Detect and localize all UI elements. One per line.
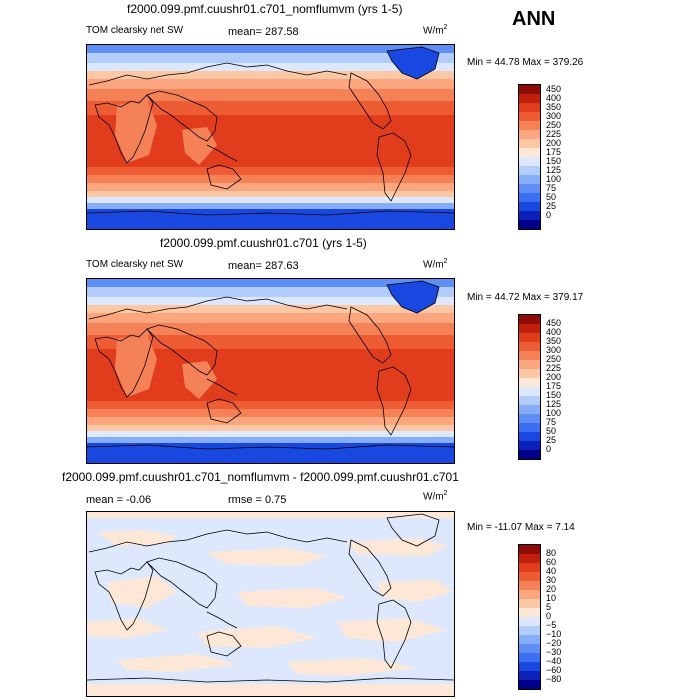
panel2-colorbar xyxy=(518,314,541,460)
panel2-cbar-label: 400 xyxy=(546,327,562,337)
panel3-title: f2000.099.pmf.cuushr01.c701_nomflumvm - … xyxy=(62,470,459,484)
panel2-map xyxy=(86,278,455,464)
panel3-mean: mean = -0.06 xyxy=(86,494,152,506)
panel3-cbar-label: −30 xyxy=(546,647,562,657)
panel1-title: f2000.099.pmf.cuushr01.c701_nomflumvm (y… xyxy=(127,2,403,16)
panel2-cbar-label: 125 xyxy=(546,399,562,409)
panel2-variable: TOM clearsky net SW xyxy=(86,259,184,270)
panel2-cbar-label: 250 xyxy=(546,354,562,364)
panel2-cbar-label: 450 xyxy=(546,318,562,328)
panel2-cbar-label: 150 xyxy=(546,390,562,400)
panel1-cbar-label: 300 xyxy=(546,111,562,121)
panel3-cbar-label: −80 xyxy=(546,674,562,684)
panel2-mean: mean= 287.63 xyxy=(228,260,299,272)
panel2-cbar-label: 50 xyxy=(546,426,557,436)
panel2-cbar-label: 300 xyxy=(546,345,562,355)
panel1-units: W/m2 xyxy=(423,24,448,37)
panel2-cbar-label: 350 xyxy=(546,336,562,346)
panel1-cbar-label: 125 xyxy=(546,165,562,175)
panel3-field xyxy=(87,512,454,696)
panel1-cbar-label: 400 xyxy=(546,93,562,103)
panel2-field xyxy=(87,279,454,463)
panel3-minmax: Min = -11.07 Max = 7.14 xyxy=(467,522,575,533)
panel1-cbar-label: 100 xyxy=(546,174,562,184)
panel1-cbar-label: 350 xyxy=(546,102,562,112)
panel3-cbar-label: 5 xyxy=(546,602,552,612)
panel2-cbar-label: 0 xyxy=(546,444,552,454)
panel1-variable: TOM clearsky net SW xyxy=(86,25,184,36)
panel3-rmse: rmse = 0.75 xyxy=(228,494,287,506)
panel2-minmax: Min = 44.72 Max = 379.17 xyxy=(467,292,584,303)
panel1-field xyxy=(87,45,454,229)
panel1-cbar-label: 50 xyxy=(546,192,557,202)
panel3-cbar-label: −60 xyxy=(546,665,562,675)
season-label: ANN xyxy=(512,8,556,30)
panel2-cbar-label: 75 xyxy=(546,417,557,427)
panel1-colorbar xyxy=(518,84,541,230)
panel2-cbar-label: 200 xyxy=(546,372,562,382)
panel1-cbar-label: 0 xyxy=(546,210,552,220)
panel1-cbar-label: 75 xyxy=(546,183,557,193)
panel3-cbar-label: 60 xyxy=(546,557,557,567)
panel1-cbar-label: 175 xyxy=(546,147,562,157)
panel2-cbar-label: 225 xyxy=(546,363,562,373)
panel3-cbar-label: −40 xyxy=(546,656,562,666)
panel1-cbar-label: 25 xyxy=(546,201,557,211)
panel3-cbar-label: 0 xyxy=(546,611,552,621)
panel1-cbar-label: 450 xyxy=(546,84,562,94)
panel3-cbar-label: −10 xyxy=(546,629,562,639)
panel1-map xyxy=(86,44,455,230)
panel2-cbar-label: 25 xyxy=(546,435,557,445)
panel3-units: W/m2 xyxy=(423,490,448,503)
panel3-map xyxy=(86,511,455,697)
panel3-cbar-label: 20 xyxy=(546,584,557,594)
panel3-cbar-label: 80 xyxy=(546,548,557,558)
panel1-minmax: Min = 44.78 Max = 379.26 xyxy=(467,57,584,68)
panel1-cbar-label: 200 xyxy=(546,138,562,148)
panel2-cbar-label: 175 xyxy=(546,381,562,391)
panel3-cbar-label: 30 xyxy=(546,575,557,585)
panel2-title: f2000.099.pmf.cuushr01.c701 (yrs 1-5) xyxy=(160,236,367,250)
panel3-colorbar xyxy=(518,544,541,690)
panel3-cbar-label: −5 xyxy=(546,620,557,630)
panel1-cbar-label: 225 xyxy=(546,129,562,139)
panel1-mean: mean= 287.58 xyxy=(228,26,299,38)
panel2-cbar-label: 100 xyxy=(546,408,562,418)
panel3-cbar-label: −20 xyxy=(546,638,562,648)
panel3-cbar-label: 40 xyxy=(546,566,557,576)
panel3-cbar-label: 10 xyxy=(546,593,557,603)
panel2-units: W/m2 xyxy=(423,258,448,271)
panel1-cbar-label: 250 xyxy=(546,120,562,130)
panel1-cbar-label: 150 xyxy=(546,156,562,166)
